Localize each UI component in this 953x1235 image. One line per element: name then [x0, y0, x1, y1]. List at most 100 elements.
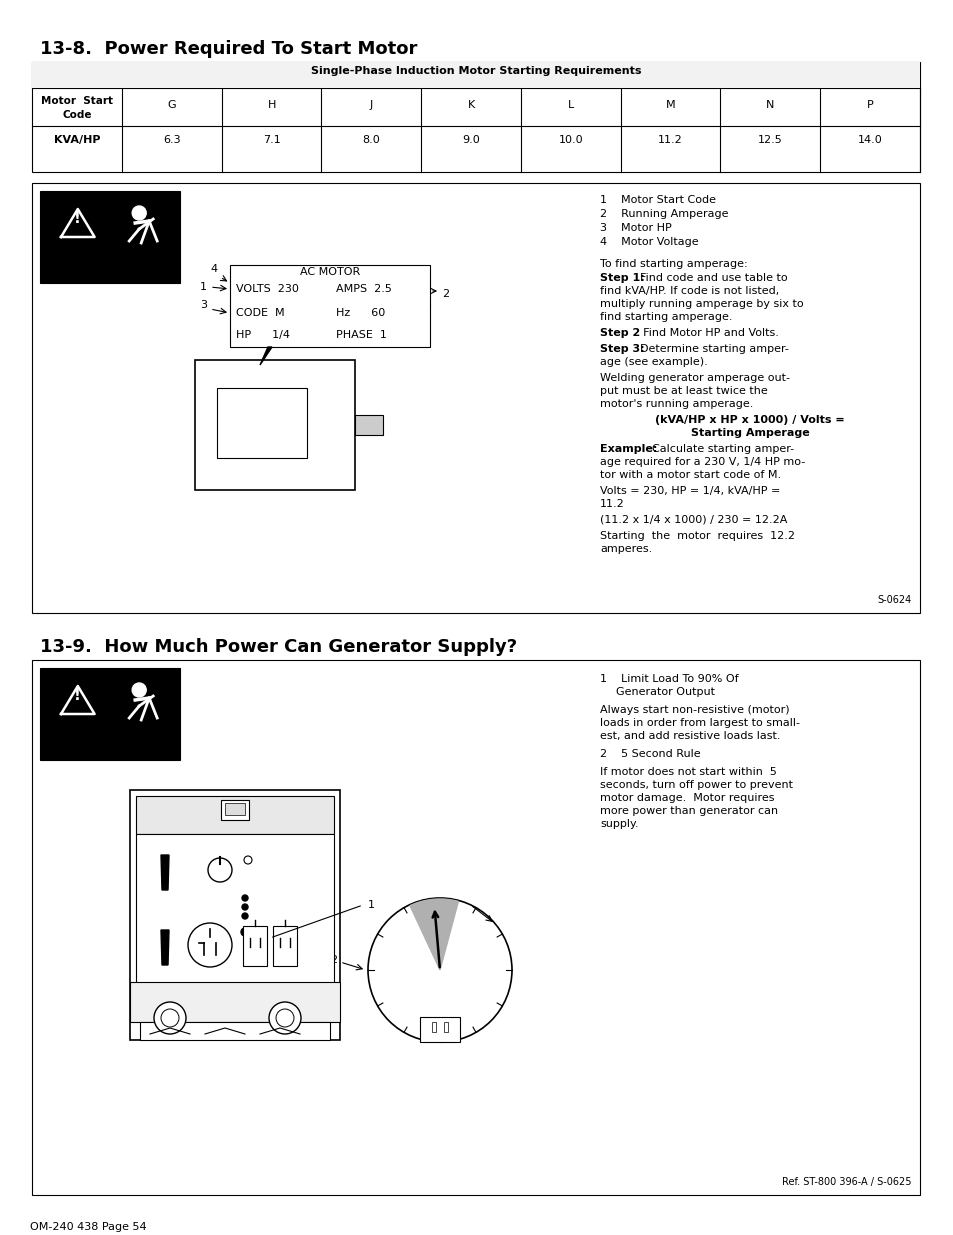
Text: 1: 1 — [368, 900, 375, 910]
Text: P: P — [866, 100, 873, 110]
Bar — [130, 790, 339, 1040]
Text: 12.5: 12.5 — [758, 135, 781, 144]
Text: L: L — [567, 100, 574, 110]
Text: 6.3: 6.3 — [163, 135, 180, 144]
Bar — [32, 62, 919, 172]
Text: supply.: supply. — [599, 819, 638, 829]
Text: 8.0: 8.0 — [362, 135, 380, 144]
Text: motor damage.  Motor requires: motor damage. Motor requires — [599, 793, 774, 803]
Text: Generator Output: Generator Output — [616, 687, 714, 697]
Circle shape — [242, 913, 248, 919]
Circle shape — [275, 1009, 294, 1028]
Text: 13-9.  How Much Power Can Generator Supply?: 13-9. How Much Power Can Generator Suppl… — [40, 638, 517, 656]
Text: 3    Motor HP: 3 Motor HP — [599, 224, 671, 233]
Bar — [32, 659, 919, 1195]
Text: !: ! — [74, 688, 81, 703]
Bar — [221, 800, 249, 820]
Circle shape — [153, 1002, 186, 1034]
Text: CODE  M: CODE M — [235, 308, 284, 317]
Text: loads in order from largest to small-: loads in order from largest to small- — [599, 718, 800, 727]
Bar — [355, 415, 382, 435]
Circle shape — [269, 1002, 301, 1034]
Bar — [194, 359, 355, 490]
Bar — [130, 982, 339, 1023]
Text: Find code and use table to: Find code and use table to — [639, 273, 787, 283]
Text: N: N — [765, 100, 774, 110]
Text: Determine starting amper-: Determine starting amper- — [639, 345, 788, 354]
Text: Ref. ST-800 396-A / S-0625: Ref. ST-800 396-A / S-0625 — [781, 1177, 911, 1187]
Polygon shape — [161, 855, 169, 890]
Text: find starting amperage.: find starting amperage. — [599, 312, 732, 322]
Polygon shape — [61, 685, 94, 714]
Text: 1    Motor Start Code: 1 Motor Start Code — [599, 195, 716, 205]
Text: age required for a 230 V, 1/4 HP mo-: age required for a 230 V, 1/4 HP mo- — [599, 457, 804, 467]
Text: : Find Motor HP and Volts.: : Find Motor HP and Volts. — [636, 329, 778, 338]
Polygon shape — [61, 209, 94, 237]
Text: Step 3:: Step 3: — [599, 345, 644, 354]
Text: more power than generator can: more power than generator can — [599, 806, 778, 816]
Text: Step 1:: Step 1: — [599, 273, 644, 283]
Text: Single-Phase Induction Motor Starting Requirements: Single-Phase Induction Motor Starting Re… — [311, 65, 640, 77]
Bar — [216, 388, 307, 458]
Text: est, and add resistive loads last.: est, and add resistive loads last. — [599, 731, 780, 741]
Text: KVA/HP: KVA/HP — [53, 135, 100, 144]
Text: Motor  Start
Code: Motor Start Code — [41, 96, 112, 120]
Circle shape — [368, 898, 512, 1042]
Text: AMPS  2.5: AMPS 2.5 — [335, 284, 392, 294]
Text: OM-240 438 Page 54: OM-240 438 Page 54 — [30, 1221, 147, 1233]
Text: (11.2 x 1/4 x 1000) / 230 = 12.2A: (11.2 x 1/4 x 1000) / 230 = 12.2A — [599, 515, 786, 525]
Text: seconds, turn off power to prevent: seconds, turn off power to prevent — [599, 781, 792, 790]
Text: Calculate starting amper-: Calculate starting amper- — [651, 445, 793, 454]
Circle shape — [132, 206, 146, 220]
Polygon shape — [161, 930, 169, 965]
Text: 7.1: 7.1 — [262, 135, 280, 144]
Text: 11.2: 11.2 — [599, 499, 624, 509]
Text: 2: 2 — [330, 955, 336, 965]
Bar — [140, 1023, 330, 1040]
Text: If motor does not start within  5: If motor does not start within 5 — [599, 767, 776, 777]
Text: 2    5 Second Rule: 2 5 Second Rule — [599, 748, 700, 760]
Bar — [273, 926, 296, 966]
Text: !: ! — [74, 211, 81, 226]
Text: 11.2: 11.2 — [658, 135, 682, 144]
Circle shape — [244, 856, 252, 864]
Text: 14.0: 14.0 — [857, 135, 882, 144]
Circle shape — [208, 858, 232, 882]
Text: K: K — [467, 100, 475, 110]
Bar — [136, 834, 334, 989]
Text: Starting Amperage: Starting Amperage — [690, 429, 808, 438]
Bar — [40, 668, 180, 760]
Bar — [225, 803, 245, 815]
Circle shape — [188, 923, 232, 967]
Text: amperes.: amperes. — [599, 543, 652, 555]
Text: 2    Running Amperage: 2 Running Amperage — [599, 209, 728, 219]
Text: M: M — [665, 100, 675, 110]
Text: Step 2: Step 2 — [599, 329, 639, 338]
Bar — [230, 266, 430, 347]
Circle shape — [242, 895, 248, 902]
Circle shape — [242, 904, 248, 910]
Text: tor with a motor start code of M.: tor with a motor start code of M. — [599, 471, 781, 480]
Text: S-0624: S-0624 — [877, 595, 911, 605]
Text: 4    Motor Voltage: 4 Motor Voltage — [599, 237, 698, 247]
Text: 1    Limit Load To 90% Of: 1 Limit Load To 90% Of — [599, 674, 738, 684]
Text: 13-8.  Power Required To Start Motor: 13-8. Power Required To Start Motor — [40, 40, 417, 58]
Text: Always start non-resistive (motor): Always start non-resistive (motor) — [599, 705, 789, 715]
Polygon shape — [410, 899, 457, 969]
Bar — [32, 62, 919, 88]
Text: 2: 2 — [441, 289, 449, 299]
Bar — [40, 191, 180, 283]
Text: PHASE  1: PHASE 1 — [335, 330, 387, 340]
Bar — [32, 183, 919, 613]
Text: 9.0: 9.0 — [462, 135, 479, 144]
Text: Welding generator amperage out-: Welding generator amperage out- — [599, 373, 789, 383]
Circle shape — [161, 1009, 179, 1028]
Text: Example:: Example: — [599, 445, 657, 454]
Circle shape — [241, 927, 249, 936]
Text: Hz      60: Hz 60 — [335, 308, 385, 317]
Bar — [443, 1023, 448, 1032]
Text: age (see example).: age (see example). — [599, 357, 707, 367]
Text: 10.0: 10.0 — [558, 135, 582, 144]
Text: To find starting amperage:: To find starting amperage: — [599, 259, 747, 269]
Circle shape — [132, 683, 146, 697]
